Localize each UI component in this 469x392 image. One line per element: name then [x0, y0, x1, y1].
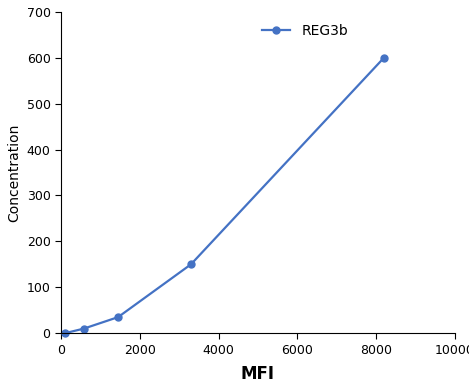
Legend: REG3b: REG3b	[257, 19, 354, 44]
X-axis label: MFI: MFI	[241, 365, 275, 383]
REG3b	[62, 331, 68, 336]
REG3b	[115, 315, 121, 319]
Line: REG3b: REG3b	[61, 54, 387, 337]
REG3b	[381, 55, 387, 60]
REG3b	[188, 262, 194, 267]
Y-axis label: Concentration: Concentration	[7, 123, 21, 221]
REG3b	[81, 326, 87, 331]
